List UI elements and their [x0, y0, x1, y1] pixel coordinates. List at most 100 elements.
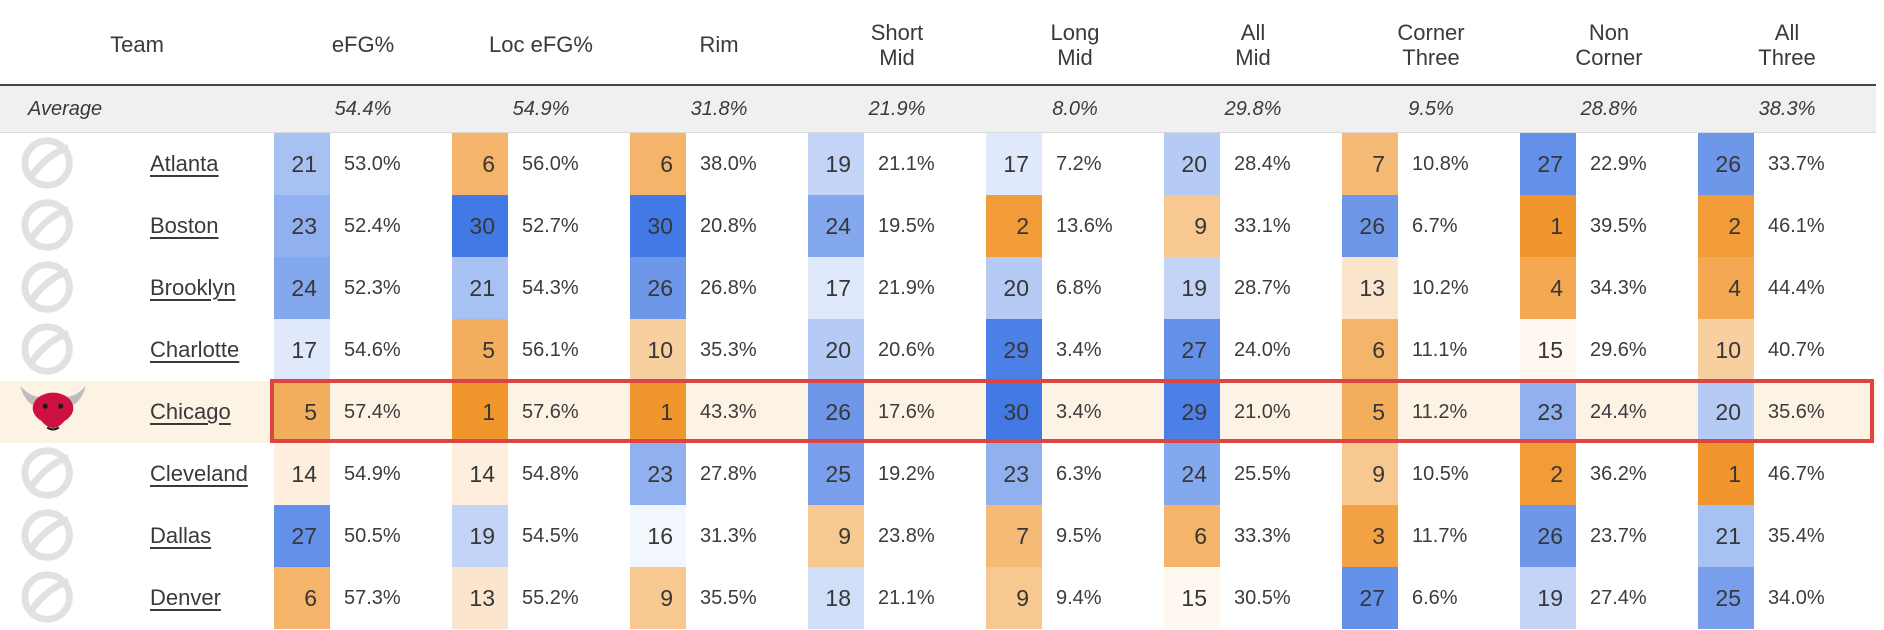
- pct-value: 29.6%: [1590, 338, 1647, 361]
- rank-cell: 1: [1520, 195, 1576, 257]
- pct-value: 19.5%: [878, 214, 935, 237]
- team-name-link[interactable]: Charlotte: [150, 337, 240, 362]
- rank-cell: 19: [452, 505, 508, 567]
- average-value: 54.4%: [274, 86, 452, 133]
- pct-value: 43.3%: [686, 381, 808, 443]
- pct-value: 9.4%: [1056, 586, 1102, 609]
- rank-cell: 29: [986, 319, 1042, 381]
- team-name-link[interactable]: Cleveland: [150, 461, 248, 486]
- team-logo-denver: [0, 567, 122, 629]
- pct-value: 33.7%: [1768, 152, 1825, 175]
- rank-cell: 6: [630, 133, 686, 195]
- rank-cell: 21: [452, 257, 508, 319]
- rank-cell: 26: [1342, 195, 1398, 257]
- pct-value: 20.6%: [878, 338, 935, 361]
- pct-value: 21.1%: [878, 152, 935, 175]
- average-label: Average: [0, 86, 274, 133]
- average-value: 29.8%: [1164, 86, 1342, 133]
- team-logo-charlotte: [0, 319, 122, 381]
- rank-cell: 20: [1164, 133, 1220, 195]
- pct-value: 19.2%: [878, 462, 935, 485]
- average-value: 21.9%: [808, 86, 986, 133]
- pct-value: 6.3%: [1056, 462, 1102, 485]
- rank-cell: 9: [1342, 443, 1398, 505]
- team-row-name: Denver: [122, 567, 274, 629]
- rank-cell: 6: [1342, 319, 1398, 381]
- rank-cell: 26: [808, 381, 864, 443]
- pct-value: 35.5%: [700, 586, 757, 609]
- rank-cell: 10: [1698, 319, 1754, 381]
- rank-cell: 9: [1164, 195, 1220, 257]
- rank-cell: 25: [808, 443, 864, 505]
- pct-value: 52.4%: [344, 214, 401, 237]
- rank-cell: 1: [630, 381, 686, 443]
- rank-cell: 13: [1342, 257, 1398, 319]
- team-row-name: Brooklyn: [122, 257, 274, 319]
- rank-cell: 30: [630, 195, 686, 257]
- average-value: 8.0%: [986, 86, 1164, 133]
- pct-value: 28.7%: [1234, 276, 1291, 299]
- pct-value: 54.9%: [344, 462, 401, 485]
- team-name-link[interactable]: Dallas: [150, 523, 212, 548]
- rank-cell: 4: [1520, 257, 1576, 319]
- pct-value: 33.3%: [1234, 524, 1291, 547]
- rank-cell: 7: [986, 505, 1042, 567]
- rank-cell: 13: [452, 567, 508, 629]
- team-logo-chicago: [0, 381, 122, 443]
- team-name-link[interactable]: Denver: [150, 585, 221, 610]
- pct-value: 3.4%: [1042, 381, 1164, 443]
- pct-value: 25.5%: [1234, 462, 1291, 485]
- pct-value: 27.8%: [700, 462, 757, 485]
- pct-value: 21.9%: [878, 276, 935, 299]
- pct-value: 56.0%: [522, 152, 579, 175]
- rank-cell: 14: [274, 443, 330, 505]
- pct-value: 34.3%: [1590, 276, 1647, 299]
- rank-cell: 27: [1342, 567, 1398, 629]
- rank-cell: 2: [1698, 195, 1754, 257]
- pct-value: 6.6%: [1412, 586, 1458, 609]
- pct-value: 30.5%: [1234, 586, 1291, 609]
- pct-value: 10.2%: [1412, 276, 1469, 299]
- team-name-link[interactable]: Chicago: [150, 399, 231, 424]
- rank-cell: 26: [630, 257, 686, 319]
- pct-value: 54.6%: [344, 338, 401, 361]
- rank-cell: 9: [808, 505, 864, 567]
- pct-value: 35.6%: [1754, 381, 1876, 443]
- pct-value: 54.3%: [522, 276, 579, 299]
- rank-cell: 27: [274, 505, 330, 567]
- pct-value: 11.2%: [1398, 381, 1520, 443]
- pct-value: 57.6%: [508, 381, 630, 443]
- rank-cell: 18: [808, 567, 864, 629]
- pct-value: 50.5%: [344, 524, 401, 547]
- pct-value: 28.4%: [1234, 152, 1291, 175]
- average-value: 54.9%: [452, 86, 630, 133]
- rank-cell: 6: [274, 567, 330, 629]
- team-row-name: Cleveland: [122, 443, 274, 505]
- average-value: 9.5%: [1342, 86, 1520, 133]
- team-name-link[interactable]: Brooklyn: [150, 275, 236, 300]
- team-row-name: Atlanta: [122, 133, 274, 195]
- pct-value: 6.7%: [1412, 214, 1458, 237]
- rank-cell: 15: [1164, 567, 1220, 629]
- pct-value: 31.3%: [700, 524, 757, 547]
- rank-cell: 24: [808, 195, 864, 257]
- rank-cell: 19: [808, 133, 864, 195]
- pct-value: 54.5%: [522, 524, 579, 547]
- team-logo-cleveland: [0, 443, 122, 505]
- rank-cell: 17: [808, 257, 864, 319]
- pct-value: 55.2%: [522, 586, 579, 609]
- pct-value: 34.0%: [1768, 586, 1825, 609]
- pct-value: 44.4%: [1768, 276, 1825, 299]
- team-name-link[interactable]: Boston: [150, 213, 219, 238]
- pct-value: 46.7%: [1768, 462, 1825, 485]
- pct-value: 21.0%: [1220, 381, 1342, 443]
- pct-value: 35.4%: [1768, 524, 1825, 547]
- rank-cell: 15: [1520, 319, 1576, 381]
- rank-cell: 23: [274, 195, 330, 257]
- rank-cell: 5: [452, 319, 508, 381]
- rank-cell: 21: [274, 133, 330, 195]
- team-name-link[interactable]: Atlanta: [150, 151, 219, 176]
- team-row-name: Charlotte: [122, 319, 274, 381]
- rank-cell: 21: [1698, 505, 1754, 567]
- pct-value: 26.8%: [700, 276, 757, 299]
